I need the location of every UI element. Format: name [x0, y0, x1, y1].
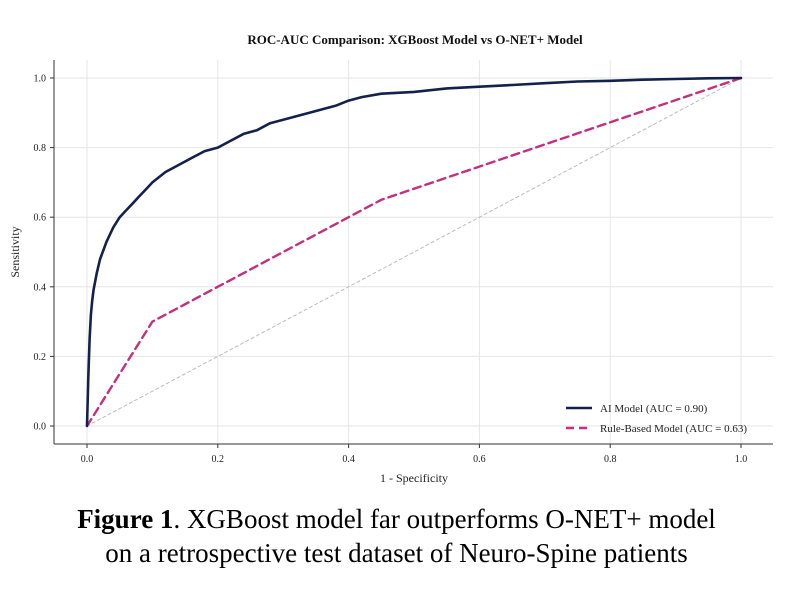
grid: [54, 60, 773, 444]
y-tick-label: 1.0: [34, 74, 47, 85]
y-tick-label: 0.4: [34, 282, 47, 293]
ai-model-roc-line: [85, 76, 743, 428]
x-tick-label: 0.0: [81, 454, 94, 465]
x-tick-label: 0.8: [604, 454, 617, 465]
caption-line-1-text: . XGBoost model far outperforms O-NET+ m…: [173, 504, 716, 534]
caption-line-2: on a retrospective test dataset of Neuro…: [105, 538, 688, 568]
rule-based-model-roc-line: [85, 76, 743, 428]
y-axis-label: Sensitivity: [8, 226, 22, 277]
y-tick-label: 0.0: [34, 422, 47, 433]
y-tick-label: 0.2: [34, 352, 47, 363]
legend-label-rule-based-model: Rule-Based Model (AUC = 0.63): [600, 423, 747, 435]
axes: [50, 60, 773, 448]
x-tick-label: 0.4: [342, 454, 355, 465]
x-tick-label: 0.2: [212, 454, 225, 465]
figure-caption: Figure 1. XGBoost model far outperforms …: [0, 502, 793, 570]
roc-chart: ROC-AUC Comparison: XGBoost Model vs O-N…: [8, 32, 773, 485]
y-tick-label: 0.8: [34, 143, 47, 154]
legend: AI Model (AUC = 0.90) Rule-Based Model (…: [566, 403, 747, 435]
chart-title: ROC-AUC Comparison: XGBoost Model vs O-N…: [247, 32, 583, 47]
y-tick-label: 0.6: [34, 213, 47, 224]
chance-diagonal-line: [86, 77, 742, 427]
x-tick-label: 1.0: [735, 454, 748, 465]
series-lines: [85, 76, 743, 428]
legend-label-ai-model: AI Model (AUC = 0.90): [600, 403, 708, 415]
caption-figure-number: Figure 1: [77, 504, 174, 534]
x-tick-label: 0.6: [473, 454, 486, 465]
caption-line-1: Figure 1. XGBoost model far outperforms …: [0, 502, 793, 536]
tick-labels: 0.0 0.2 0.4 0.6 0.8 1.0 0.0 0.2 0.4 0.6 0.8 1.0: [34, 74, 748, 466]
x-axis-label: 1 - Specificity: [380, 471, 448, 485]
